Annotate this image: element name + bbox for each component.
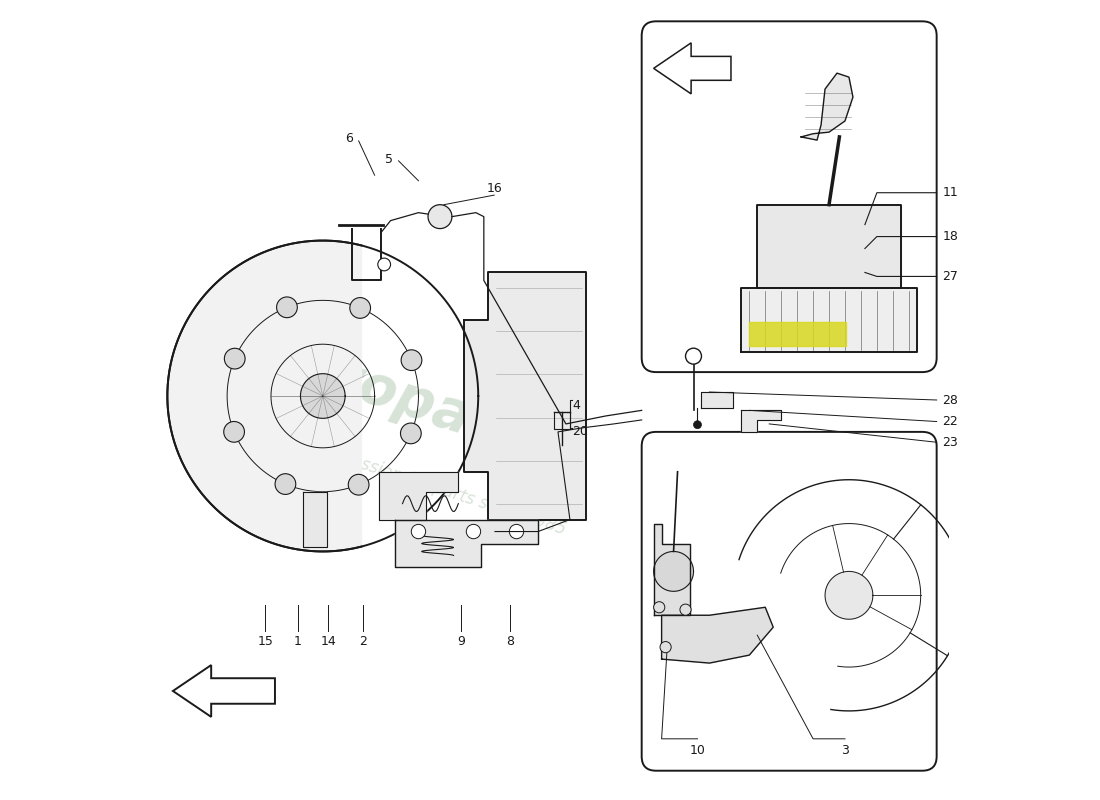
Polygon shape	[167, 241, 362, 551]
Text: 11: 11	[943, 186, 958, 199]
Polygon shape	[757, 205, 901, 288]
Polygon shape	[801, 73, 852, 140]
Polygon shape	[653, 551, 693, 591]
Circle shape	[349, 474, 368, 495]
Text: 9: 9	[456, 635, 464, 648]
Text: 14: 14	[320, 635, 337, 648]
Polygon shape	[749, 322, 846, 346]
FancyBboxPatch shape	[641, 22, 937, 372]
Circle shape	[680, 604, 691, 615]
Circle shape	[509, 524, 524, 538]
FancyBboxPatch shape	[641, 432, 937, 770]
Circle shape	[402, 350, 422, 370]
Circle shape	[685, 348, 702, 364]
Circle shape	[224, 348, 245, 369]
Polygon shape	[300, 374, 345, 418]
Circle shape	[693, 421, 702, 429]
Text: 20: 20	[572, 426, 588, 438]
Text: 3: 3	[842, 744, 849, 758]
Circle shape	[400, 423, 421, 444]
Text: 10: 10	[690, 744, 705, 758]
Polygon shape	[661, 607, 773, 663]
Polygon shape	[395, 519, 538, 567]
Text: 2: 2	[359, 635, 366, 648]
Circle shape	[223, 422, 244, 442]
Text: a passion for parts since 1985: a passion for parts since 1985	[324, 444, 569, 539]
Polygon shape	[825, 571, 873, 619]
Text: 8: 8	[506, 635, 514, 648]
Polygon shape	[741, 288, 916, 352]
Circle shape	[411, 524, 426, 538]
FancyArrow shape	[173, 665, 275, 717]
Circle shape	[428, 205, 452, 229]
Text: 5: 5	[385, 153, 393, 166]
Circle shape	[275, 474, 296, 494]
Text: 15: 15	[257, 635, 273, 648]
Polygon shape	[464, 273, 586, 519]
Text: 6: 6	[345, 132, 353, 145]
Circle shape	[466, 524, 481, 538]
Circle shape	[653, 602, 664, 613]
Circle shape	[660, 642, 671, 653]
Polygon shape	[302, 492, 327, 547]
Text: 23: 23	[943, 436, 958, 449]
Text: 1: 1	[294, 635, 302, 648]
Text: 16: 16	[486, 182, 502, 195]
Text: 18: 18	[943, 230, 958, 243]
Circle shape	[350, 298, 371, 318]
Text: 22: 22	[943, 415, 958, 428]
Polygon shape	[378, 472, 459, 519]
Circle shape	[276, 297, 297, 318]
Text: 27: 27	[943, 270, 958, 283]
Circle shape	[377, 258, 390, 271]
Text: 4: 4	[572, 399, 580, 412]
Polygon shape	[653, 523, 690, 615]
Polygon shape	[702, 392, 734, 408]
Text: 28: 28	[943, 394, 958, 406]
Polygon shape	[741, 410, 781, 432]
Polygon shape	[653, 43, 732, 94]
Text: europarts: europarts	[252, 327, 561, 473]
